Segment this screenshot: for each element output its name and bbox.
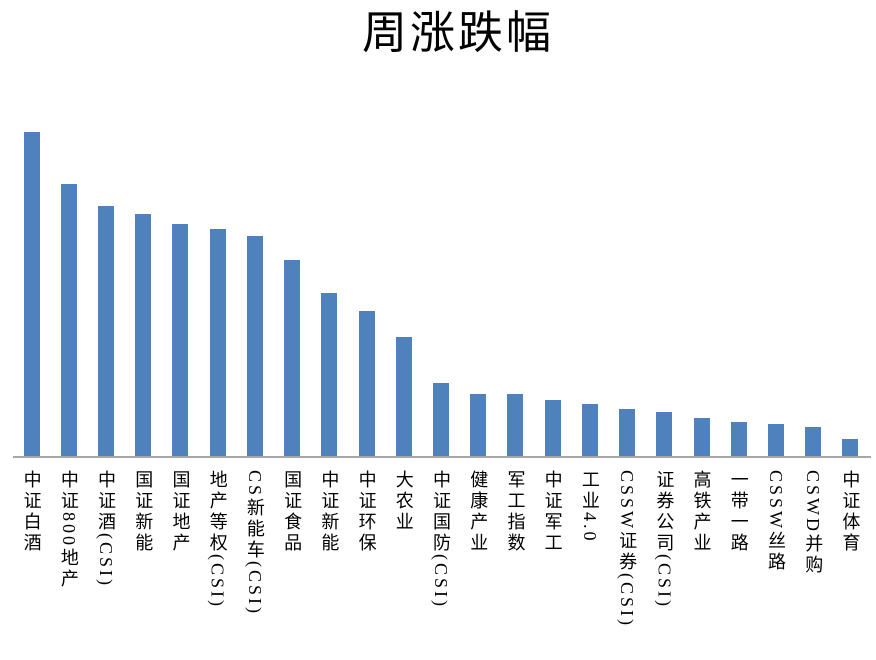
x-tick-label-6: CS新能车(CSI) [244,470,265,617]
x-tick-label-slot-16: CSSW证券(CSI) [609,470,646,628]
bar-15 [581,404,598,456]
x-tick-label-slot-9: 中证环保 [348,470,385,554]
x-tick-label-3: 国证新能 [133,470,154,554]
bar-19 [730,422,747,456]
x-tick-label-22: 中证体育 [840,470,861,554]
x-tick-label-slot-7: 国证食品 [274,470,311,554]
x-tick-label-slot-4: 国证地产 [162,470,199,554]
bar-14 [544,400,561,456]
x-tick-label-16: CSSW证券(CSI) [617,470,638,629]
x-tick-label-18: 高铁产业 [691,470,712,554]
x-tick-label-slot-10: 大农业 [385,470,422,533]
bar-7 [284,260,301,456]
x-tick-label-0: 中证白酒 [21,470,42,554]
bar-2 [98,206,115,456]
bar-slot-2 [87,132,124,456]
x-axis-tick-labels: 中证白酒 中证800地产 中证酒(CSI) 国证新能 国证地产 地产等权(CSI) CS新能… [13,470,869,628]
x-tick-label-slot-5: 地产等权(CSI) [199,470,236,609]
bar-13 [507,394,524,456]
bar-16 [619,409,636,456]
bar-slot-19 [720,132,757,456]
bar-20 [767,424,784,456]
bar-0 [23,132,40,456]
x-tick-label-slot-12: 健康产业 [460,470,497,554]
x-tick-label-2: 中证酒(CSI) [96,470,117,588]
x-tick-label-slot-11: 中证国防(CSI) [422,470,459,609]
x-tick-label-19: 一带一路 [728,470,749,554]
x-tick-label-11: 中证国防(CSI) [431,470,452,609]
x-tick-label-5: 地产等权(CSI) [207,470,228,609]
bar-slot-22 [832,132,869,456]
x-tick-label-8: 中证新能 [319,470,340,554]
x-tick-label-slot-2: 中证酒(CSI) [87,470,124,588]
x-tick-label-13: 军工指数 [505,470,526,554]
bar-12 [470,394,487,456]
x-tick-label-4: 国证地产 [170,470,191,554]
bar-9 [358,311,375,456]
bar-slot-5 [199,132,236,456]
bar-slot-9 [348,132,385,456]
bar-6 [246,236,263,456]
x-tick-label-slot-1: 中证800地产 [50,470,87,590]
bar-4 [172,224,189,456]
bar-slot-18 [683,132,720,456]
bar-slot-13 [497,132,534,456]
bar-1 [60,184,77,456]
x-tick-label-slot-22: 中证体育 [832,470,869,554]
x-axis-line [13,456,871,458]
x-tick-label-slot-20: CSSW丝路 [757,470,794,573]
x-tick-label-7: 国证食品 [282,470,303,554]
x-tick-label-14: 中证军工 [542,470,563,554]
bar-slot-8 [311,132,348,456]
x-tick-label-slot-18: 高铁产业 [683,470,720,554]
bar-10 [395,337,412,456]
x-tick-label-1: 中证800地产 [58,470,79,590]
x-tick-label-17: 证券公司(CSI) [654,470,675,609]
bar-slot-14 [534,132,571,456]
bar-5 [209,229,226,456]
bar-slot-12 [460,132,497,456]
chart-title: 周涨跌幅 [361,8,554,58]
bar-slot-0 [13,132,50,456]
bar-slot-21 [795,132,832,456]
x-tick-label-20: CSSW丝路 [765,470,786,574]
bar-slot-1 [50,132,87,456]
bar-slot-16 [609,132,646,456]
bar-17 [656,412,673,456]
bar-8 [321,293,338,456]
x-tick-label-12: 健康产业 [468,470,489,554]
plot-area [13,132,869,456]
x-tick-label-slot-14: 中证军工 [534,470,571,554]
x-tick-label-slot-17: 证券公司(CSI) [646,470,683,609]
x-tick-label-slot-6: CS新能车(CSI) [236,470,273,616]
bar-slot-17 [646,132,683,456]
bar-slot-4 [162,132,199,456]
bar-slot-20 [757,132,794,456]
x-tick-label-slot-15: 工业4.0 [571,470,608,544]
x-tick-label-21: CSWD并购 [803,470,824,577]
x-tick-label-15: 工业4.0 [579,470,600,544]
bar-18 [693,418,710,456]
x-tick-label-slot-3: 国证新能 [125,470,162,554]
x-tick-label-slot-13: 军工指数 [497,470,534,554]
bar-slot-15 [571,132,608,456]
x-tick-label-10: 大农业 [393,470,414,533]
x-tick-label-slot-19: 一带一路 [720,470,757,554]
bar-11 [433,383,450,456]
bar-22 [842,439,859,456]
x-tick-label-slot-0: 中证白酒 [13,470,50,554]
bar-slot-3 [125,132,162,456]
x-tick-label-slot-8: 中证新能 [311,470,348,554]
bar-21 [805,427,822,456]
bar-slot-7 [274,132,311,456]
bar-slot-6 [236,132,273,456]
bar-3 [135,214,152,456]
bar-slot-11 [422,132,459,456]
x-tick-label-slot-21: CSWD并购 [795,470,832,576]
bar-slot-10 [385,132,422,456]
x-tick-label-9: 中证环保 [356,470,377,554]
